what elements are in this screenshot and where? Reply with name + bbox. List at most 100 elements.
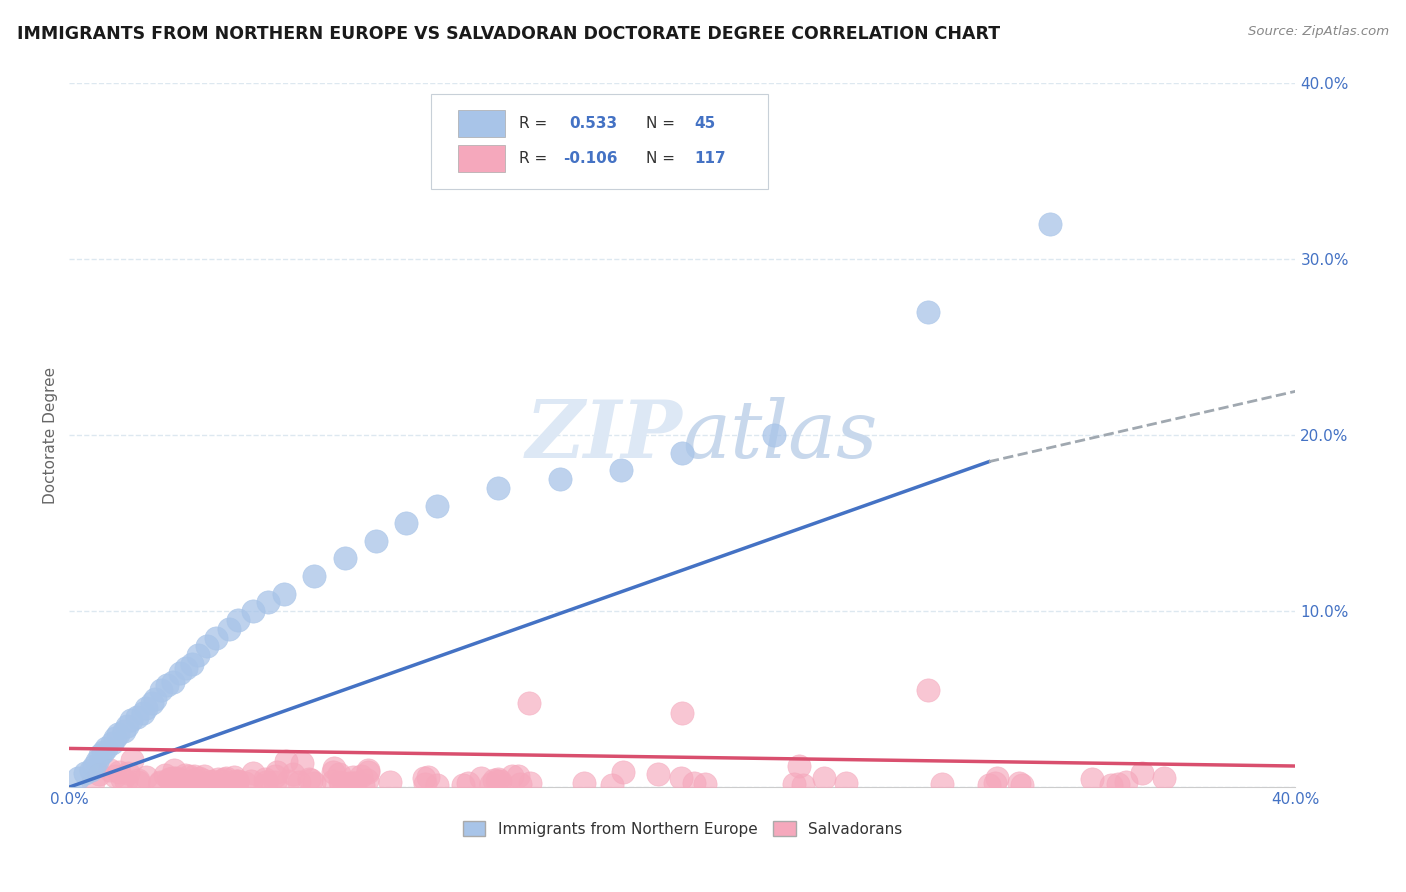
Point [193,773,215,788]
Point [112,723,135,738]
Point [117,766,139,780]
Point [174,660,197,674]
Point [344,776,367,790]
Point [322,765,344,780]
Point [984,776,1007,790]
Point [180,657,202,671]
Point [263,775,285,789]
Point [94,741,117,756]
Legend: Immigrants from Northern Europe, Salvadorans: Immigrants from Northern Europe, Salvado… [457,814,908,843]
Point [80,763,103,777]
Point [574,776,596,790]
Point [162,674,184,689]
Point [612,764,634,779]
Point [169,665,191,680]
Point [163,764,186,778]
Text: N =: N = [645,152,675,166]
Point [413,771,436,785]
Point [395,516,418,531]
Point [979,778,1001,792]
Point [183,769,205,783]
Point [302,776,325,790]
Point [211,774,233,789]
Point [100,763,122,777]
Point [73,766,96,780]
Point [610,463,633,477]
Point [479,776,502,790]
Point [519,776,541,790]
Point [835,776,858,790]
Point [509,777,531,791]
Point [426,778,449,792]
Point [174,774,197,789]
Point [86,754,108,768]
Point [333,551,356,566]
Point [226,773,249,788]
Text: R =: R = [519,152,547,166]
Point [253,778,276,792]
Point [179,769,201,783]
Point [783,777,806,791]
Point [1099,778,1122,792]
Point [273,586,295,600]
Point [352,778,374,792]
Point [548,472,571,486]
Point [917,305,939,319]
Point [224,771,246,785]
Point [141,696,163,710]
Point [149,776,172,790]
Point [153,768,176,782]
Point [165,771,187,785]
Point [682,776,704,790]
Point [792,778,814,792]
Point [115,773,138,788]
Point [162,772,184,786]
Point [108,764,131,779]
Point [266,764,288,779]
Text: N =: N = [645,116,675,131]
Text: -0.106: -0.106 [564,152,617,166]
Point [233,776,256,790]
Point [647,767,669,781]
Point [470,772,492,786]
Point [67,772,90,786]
Point [264,769,287,783]
Point [274,754,297,768]
Point [276,773,298,788]
Point [1011,778,1033,792]
Point [104,731,127,745]
Point [356,772,378,787]
Point [127,772,149,787]
Point [212,772,235,787]
Point [1153,771,1175,785]
Point [486,773,509,788]
Point [135,701,157,715]
Point [364,533,387,548]
Point [89,748,111,763]
Point [91,745,114,759]
Point [201,774,224,789]
Point [413,777,436,791]
Point [257,595,280,609]
Point [117,718,139,732]
Point [107,727,129,741]
Point [322,761,344,775]
Point [205,631,228,645]
Point [207,772,229,786]
Point [224,776,246,790]
Point [453,778,475,792]
Point [120,714,142,728]
Point [242,766,264,780]
FancyBboxPatch shape [458,111,505,136]
Point [787,759,810,773]
Point [162,773,184,788]
Point [253,772,276,787]
Text: 45: 45 [695,116,716,131]
Text: IMMIGRANTS FROM NORTHERN EUROPE VS SALVADORAN DOCTORATE DEGREE CORRELATION CHART: IMMIGRANTS FROM NORTHERN EUROPE VS SALVA… [17,25,1000,43]
Point [671,706,693,721]
Point [517,696,540,710]
Point [218,622,240,636]
Point [671,772,693,786]
Point [298,772,321,787]
Point [143,692,166,706]
